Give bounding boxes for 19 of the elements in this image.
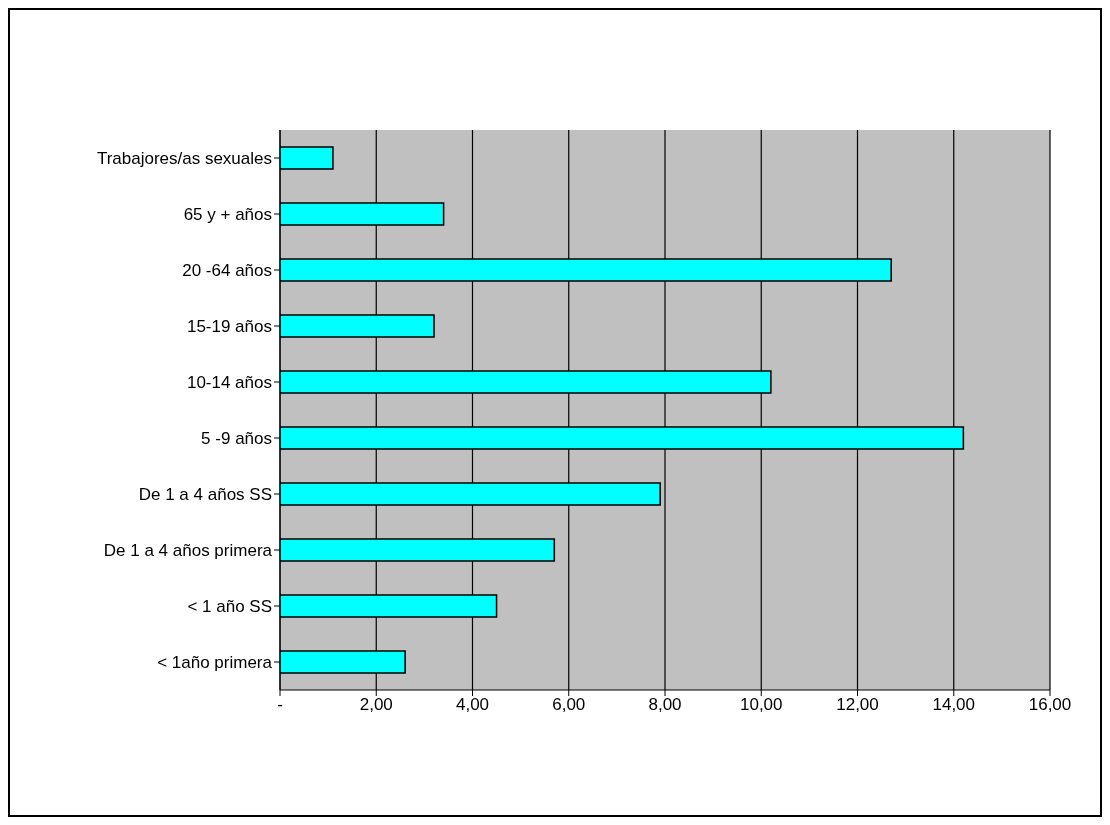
x-tick-label: 6,00	[552, 695, 586, 715]
y-tick-label: 65 y + años	[183, 205, 272, 225]
x-tick-label: 2,00	[359, 695, 393, 715]
y-tick-label: 20 -64 años	[182, 261, 272, 281]
y-tick-label: De 1 a 4 años primera	[103, 541, 273, 561]
y-tick-label: 5 -9 años	[201, 429, 272, 449]
x-tick-label: 10,00	[739, 695, 783, 715]
y-tick-label: 10-14 años	[186, 373, 272, 393]
x-tick-label: 4,00	[455, 695, 490, 715]
x-tick-label: 12,00	[836, 695, 879, 715]
y-tick-label: < 1 año SS	[187, 597, 272, 617]
x-tick-label: -	[277, 695, 283, 715]
y-tick-label: < 1año primera	[157, 653, 273, 673]
x-tick-label: 14,00	[932, 695, 976, 715]
y-tick-label: 15-19 años	[186, 317, 272, 337]
y-tick-label: Trabajores/as sexuales	[96, 149, 272, 169]
x-tick-label: 16,00	[1028, 695, 1072, 715]
y-tick-label: De 1 a 4 años SS	[138, 485, 272, 505]
x-tick-label: 8,00	[648, 695, 682, 715]
